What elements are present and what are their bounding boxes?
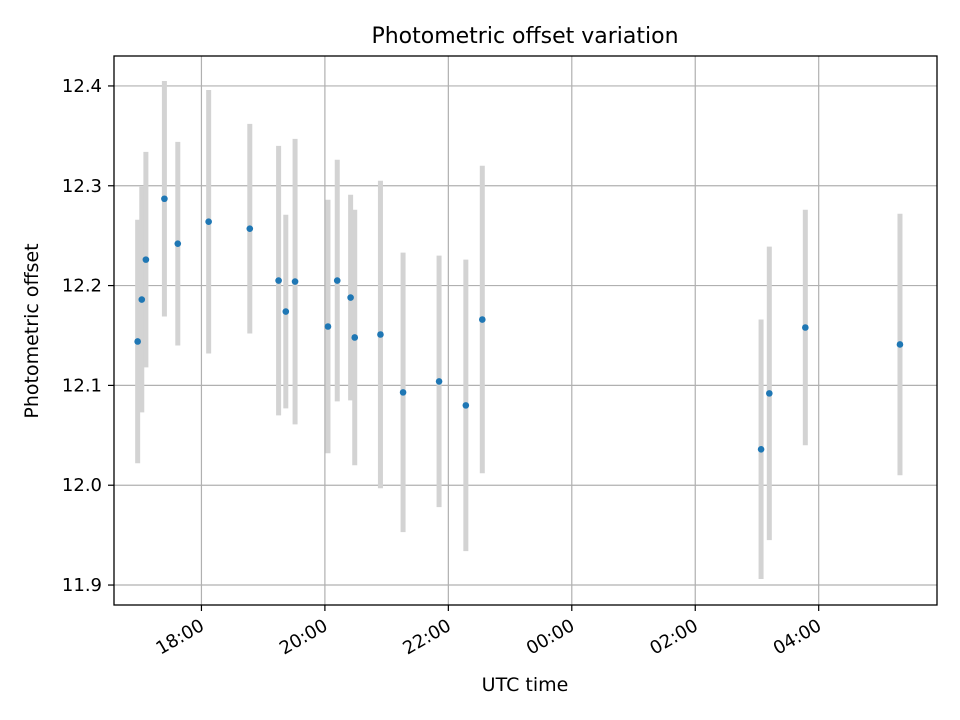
- x-axis: 18:00 20:00 22:00 00:00 02:00 04:00: [153, 605, 825, 659]
- data-point: [246, 225, 254, 232]
- y-tick-label: 12.0: [62, 475, 102, 496]
- x-tick-label: 04:00: [770, 615, 825, 659]
- y-axis: 11.9 12.0 12.1 12.2 12.3 12.4: [62, 76, 114, 596]
- data-point: [282, 308, 290, 315]
- data-points: [134, 195, 904, 453]
- x-axis-title: UTC time: [482, 674, 569, 696]
- x-tick-label: 20:00: [276, 615, 331, 659]
- data-point: [377, 331, 384, 338]
- chart-title: Photometric offset variation: [371, 24, 678, 49]
- data-point: [399, 389, 407, 396]
- y-tick-label: 12.2: [62, 276, 102, 297]
- data-point: [142, 256, 150, 263]
- y-tick-label: 12.3: [62, 176, 102, 197]
- data-point: [134, 338, 141, 345]
- grid: [114, 56, 937, 605]
- y-axis-title: Photometric offset: [21, 243, 43, 418]
- data-point: [291, 278, 299, 285]
- x-tick-label: 02:00: [646, 615, 701, 659]
- error-bars: [135, 80, 903, 580]
- data-point: [138, 296, 146, 303]
- data-point: [324, 323, 332, 330]
- x-tick-label: 00:00: [523, 615, 578, 659]
- data-point: [347, 294, 354, 301]
- data-point: [205, 218, 212, 225]
- x-tick-label: 18:00: [153, 615, 208, 659]
- data-point: [766, 390, 773, 397]
- data-point: [478, 316, 486, 323]
- y-tick-label: 12.1: [62, 375, 102, 396]
- data-point: [333, 277, 341, 284]
- data-point: [757, 445, 765, 453]
- data-point: [161, 195, 168, 203]
- data-point: [896, 341, 904, 348]
- data-point: [174, 240, 182, 247]
- data-point: [435, 378, 443, 385]
- data-point: [802, 324, 809, 331]
- plot-frame: [113, 55, 938, 606]
- data-point: [351, 334, 359, 341]
- data-point: [275, 277, 282, 284]
- data-point: [462, 402, 470, 409]
- y-tick-label: 12.4: [62, 76, 102, 97]
- x-tick-label: 22:00: [399, 615, 454, 659]
- y-tick-label: 11.9: [62, 575, 102, 596]
